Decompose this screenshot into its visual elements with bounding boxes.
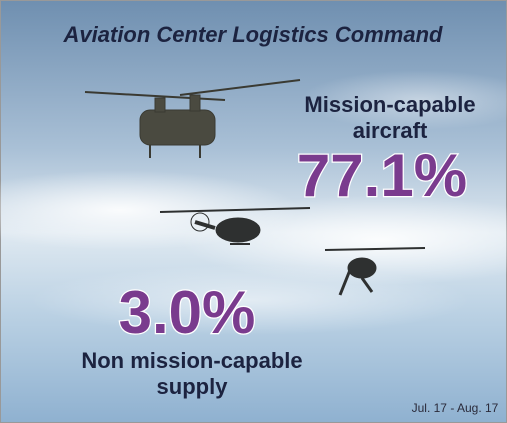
stat-value: 3.0%	[119, 279, 256, 346]
period: Jul. 17 - Aug. 17	[412, 401, 499, 415]
infographic: Aviation Center Logistics Command Missio…	[0, 0, 507, 423]
stat-label: aircraft	[353, 118, 428, 143]
stat-label: Mission-capable	[304, 92, 475, 117]
stat-value: 77.1%	[297, 142, 467, 209]
stat-label: supply	[157, 374, 229, 399]
title: Aviation Center Logistics Command	[63, 22, 444, 47]
stat-label: Non mission-capable	[81, 348, 302, 373]
